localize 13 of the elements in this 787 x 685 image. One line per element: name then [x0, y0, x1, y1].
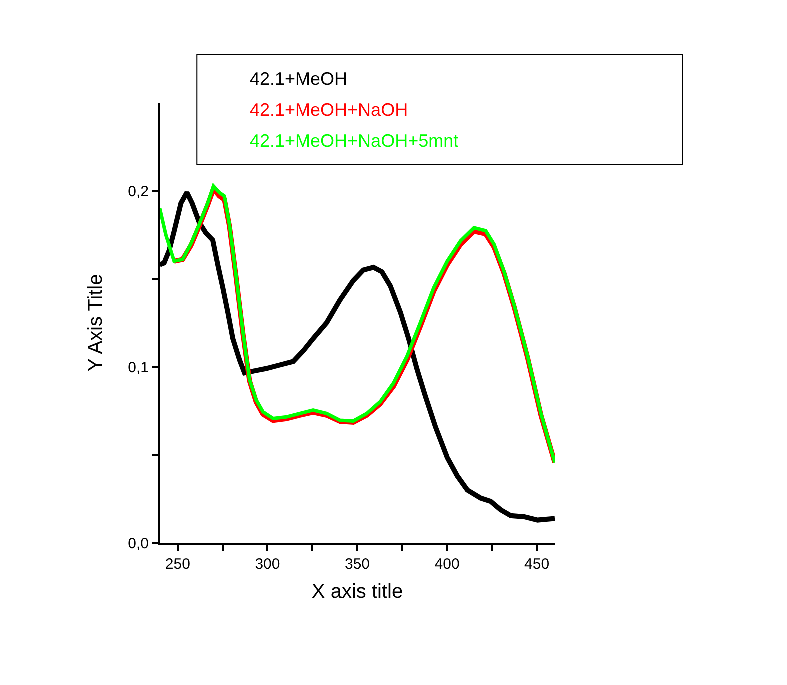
x-tick-label: 400 — [434, 556, 460, 573]
x-tick-label: 350 — [344, 556, 370, 573]
x-tick-label: 250 — [165, 556, 190, 573]
y-axis-title: Y Axis Title — [85, 274, 108, 372]
text: 42.1+MeOH+NaOH — [250, 100, 408, 120]
x-tick-label: 300 — [255, 556, 280, 573]
text: 42.1+MeOH — [250, 69, 348, 89]
y-tick-label: 0,0 — [128, 535, 149, 552]
x-tick-label: 450 — [524, 556, 550, 573]
text: 42.1+MeOH+NaOH+5mnt — [250, 131, 459, 151]
x-axis-title: X axis title — [312, 581, 404, 603]
y-tick-label: 0,2 — [128, 183, 149, 200]
y-tick-label: 0,1 — [128, 359, 149, 376]
